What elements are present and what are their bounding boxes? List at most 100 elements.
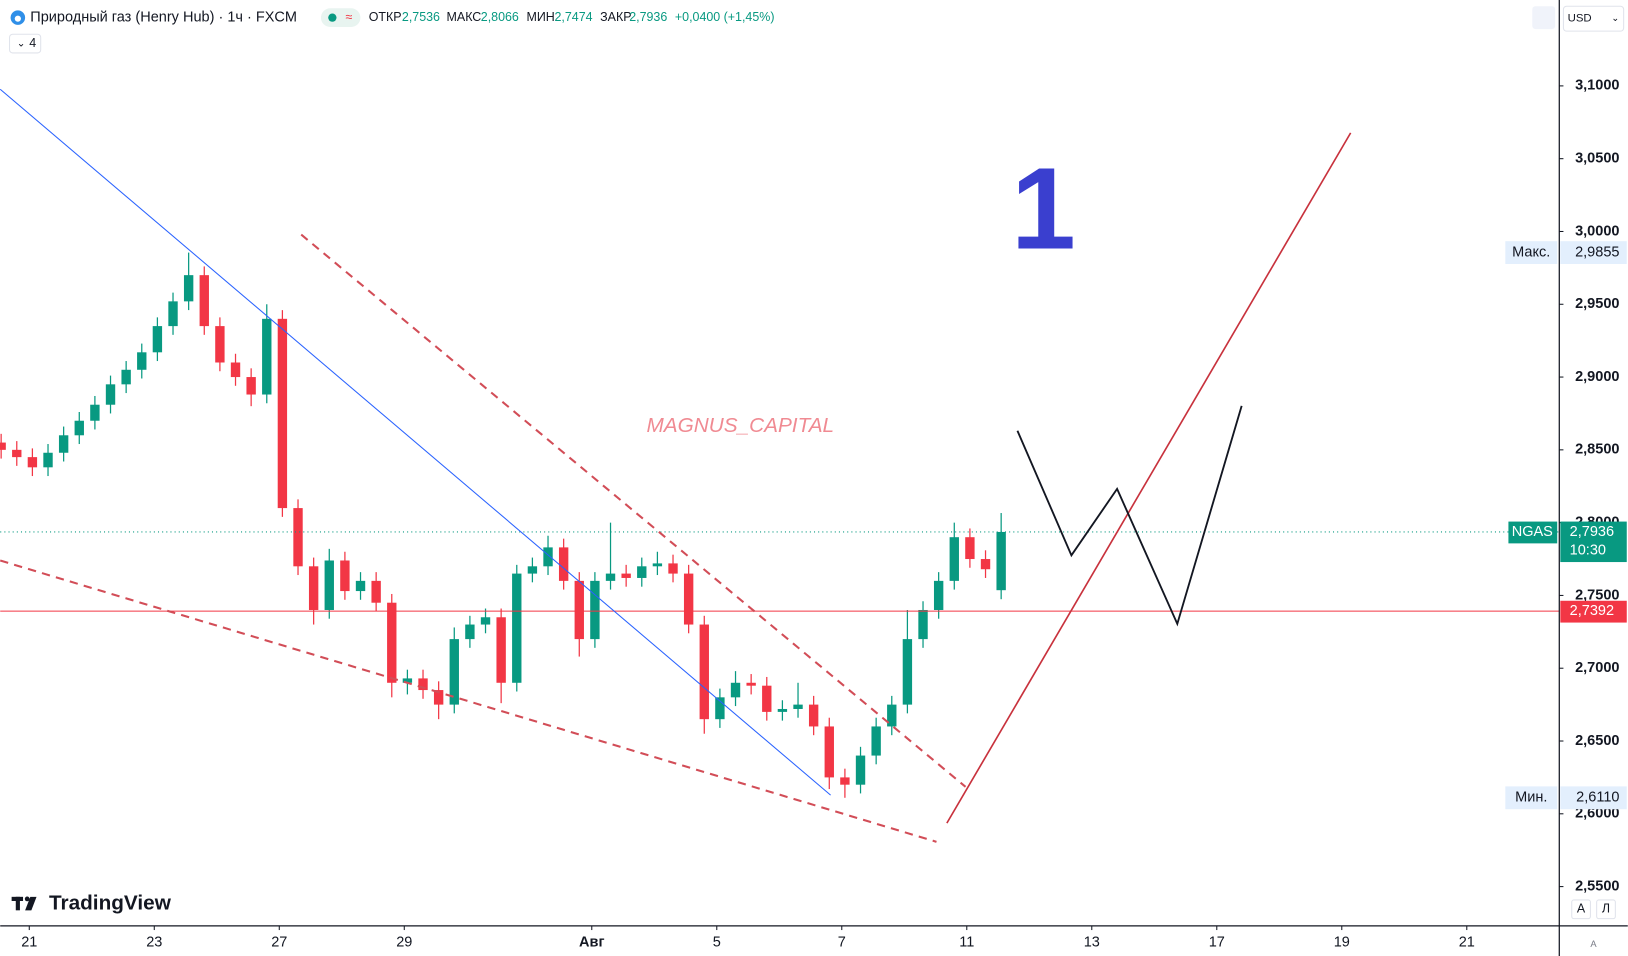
candle-body: [355, 580, 366, 592]
x-tick-label: 23: [146, 934, 162, 950]
candle-body: [418, 678, 428, 691]
status-icon: ≈: [346, 10, 353, 24]
x-tick-label: 27: [271, 934, 287, 950]
y-tick-label: 2,7000: [1575, 660, 1619, 676]
candle-body: [199, 275, 209, 327]
candle-body: [902, 639, 913, 705]
toggle-icon: ⌄: [17, 38, 26, 49]
y-tick-label: 3,1000: [1575, 78, 1619, 94]
currency-button[interactable]: [1562, 5, 1625, 32]
candle-body: [980, 559, 991, 570]
candle-body: [637, 566, 647, 578]
candle-body: [168, 301, 178, 327]
ohlc-value: 2,7536: [402, 10, 440, 24]
settings-button[interactable]: [1532, 6, 1556, 30]
axis-button-label: Л: [1602, 902, 1610, 916]
price-value: 2,9855: [1575, 244, 1619, 260]
candle-body: [824, 726, 834, 778]
plot-area: [0, 252, 1560, 798]
axis-button[interactable]: [1571, 899, 1591, 920]
candle-body: [183, 275, 194, 302]
candle-body: [433, 690, 444, 705]
y-tick-label: 2,8500: [1575, 442, 1619, 458]
y-tick-label: 3,0500: [1575, 151, 1619, 167]
candle-body: [74, 420, 84, 436]
candle-body: [949, 537, 959, 581]
ohlc-change: +0,0400 (+1,45%): [675, 10, 775, 24]
candle-body: [590, 580, 600, 640]
candle-body: [887, 704, 897, 727]
wave-path: [1016, 405, 1243, 627]
y-tick-label: 2,7500: [1575, 587, 1619, 603]
candle-body: [121, 369, 131, 385]
watermark: MAGNUS_CAPITAL: [647, 414, 835, 437]
candle-body: [621, 573, 631, 578]
symbol-icon: [14, 15, 21, 22]
y-tick-label: 2,5500: [1575, 878, 1619, 894]
currency: USD: [1568, 13, 1592, 25]
candle-body: [137, 352, 147, 370]
candle-body: [496, 617, 506, 683]
candle-body: [996, 531, 1006, 591]
x-tick-label: 7: [838, 934, 846, 950]
drawings: [0, 88, 1352, 843]
x-tick-label: 11: [959, 934, 974, 950]
candle-body: [543, 547, 553, 567]
candle-body: [387, 602, 397, 683]
candle-body: [90, 404, 100, 421]
candle-body: [293, 508, 303, 567]
y-tick-label: 3,0000: [1575, 223, 1619, 239]
axis-button[interactable]: [1596, 899, 1616, 920]
axis-layer: 2,55002,60002,65002,70002,75002,80002,85…: [21, 78, 1627, 950]
axis-button-label: A: [1577, 902, 1586, 916]
level-value: 2,7392: [1570, 603, 1614, 619]
symbol-title: Природный газ (Henry Hub) · 1ч · FXCM: [30, 9, 297, 25]
x-tick-label: Авг: [579, 934, 604, 950]
candle-body: [871, 726, 881, 756]
candle-body: [262, 318, 272, 395]
last-price-box: [1560, 521, 1627, 563]
candle-body: [105, 384, 116, 405]
candle-body: [43, 452, 53, 468]
annotation: 1: [1011, 144, 1076, 274]
candle-body: [402, 678, 413, 683]
forecast-line: [946, 132, 1352, 824]
y-tick-label: 2,6000: [1575, 806, 1619, 822]
candle-body: [512, 573, 522, 683]
ohlc-label: ОТКР: [369, 10, 402, 24]
countdown: 10:30: [1570, 542, 1606, 558]
indicators-toggle[interactable]: [9, 33, 42, 54]
price-name: Мин.: [1515, 790, 1547, 806]
candle-body: [0, 442, 6, 450]
candle-body: [58, 435, 69, 453]
ohlc-label: МИН: [526, 10, 554, 24]
ohlc-value: 2,7474: [554, 10, 592, 24]
y-tick-label: 2,9000: [1575, 369, 1619, 385]
candle-body: [777, 708, 788, 712]
candle-body: [27, 457, 38, 468]
candle-body: [230, 362, 241, 378]
candle-body: [793, 704, 803, 709]
candle-body: [730, 682, 741, 698]
candle-body: [480, 617, 491, 625]
candle-body: [277, 318, 288, 509]
candle-body: [558, 547, 569, 581]
candle-body: [246, 377, 256, 395]
brand-name: TradingView: [49, 892, 172, 915]
y-tick-label: 2,9500: [1575, 296, 1619, 312]
candle-body: [762, 685, 772, 712]
channel-line: [0, 559, 937, 843]
candle-body: [574, 580, 584, 640]
candle-body: [683, 573, 694, 625]
candle-body: [918, 609, 928, 640]
price-name-box: [1505, 241, 1558, 265]
ohlc-value: 2,8066: [481, 10, 519, 24]
candle-body: [965, 537, 975, 560]
candle-body: [668, 563, 678, 574]
candle-body: [215, 326, 225, 363]
candle-body: [371, 580, 381, 603]
x-tick-label: 29: [396, 934, 412, 950]
